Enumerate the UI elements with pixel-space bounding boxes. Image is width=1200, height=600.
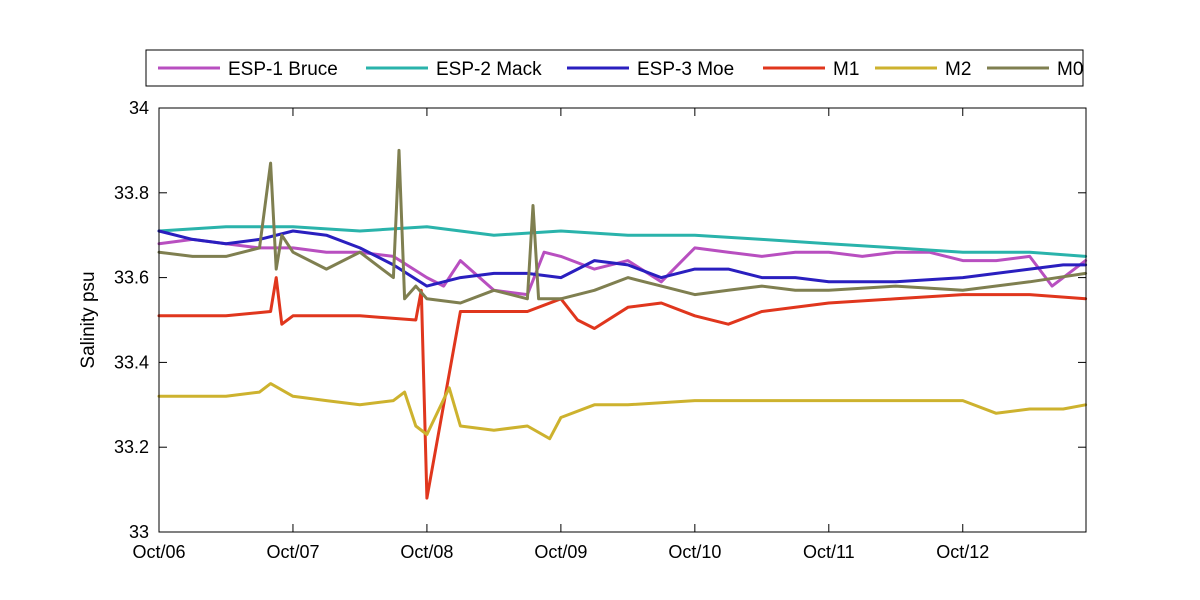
x-tick-label: Oct/10 [668,542,721,562]
y-tick-label: 34 [129,98,149,118]
legend-label: M1 [833,59,859,80]
series-line-esp-1-bruce [157,237,1088,297]
x-tick-label: Oct/12 [936,542,989,562]
series-line-m2 [157,382,1088,441]
x-tick-label: Oct/07 [266,542,319,562]
x-tick-label: Oct/11 [803,542,855,562]
legend: ESP-1 Bruce ESP-2 Mack ESP-3 Moe M1 M2 M0 [145,49,1084,87]
legend-label: ESP-3 Moe [637,59,734,80]
series-line-esp-3-moe [157,229,1088,288]
y-tick-label: 33.2 [114,437,149,457]
legend-label: M0 [1057,59,1083,80]
plot-frame [158,107,1087,533]
series-lines [157,148,1088,500]
x-tick-label: Oct/09 [534,542,587,562]
series-line-m0 [157,148,1088,305]
y-tick-label: 33.6 [114,268,149,288]
y-tick-label: 33.4 [114,352,149,372]
y-tick-label: 33.8 [114,183,149,203]
legend-label: M2 [945,59,971,80]
series-line-esp-2-mack [157,225,1088,258]
x-tick-label: Oct/06 [132,542,185,562]
axis-ticks: 33 33.2 33.4 33.6 33.8 34 Oct/06 Oct/07 Oct/08 Oc… [114,98,1086,562]
y-tick-label: 33 [129,522,149,542]
legend-label: ESP-2 Mack [436,59,542,80]
legend-label: ESP-1 Bruce [228,59,338,80]
plot-area [159,108,1086,532]
y-axis-title: Salinity psu [78,271,99,368]
x-tick-label: Oct/08 [400,542,453,562]
